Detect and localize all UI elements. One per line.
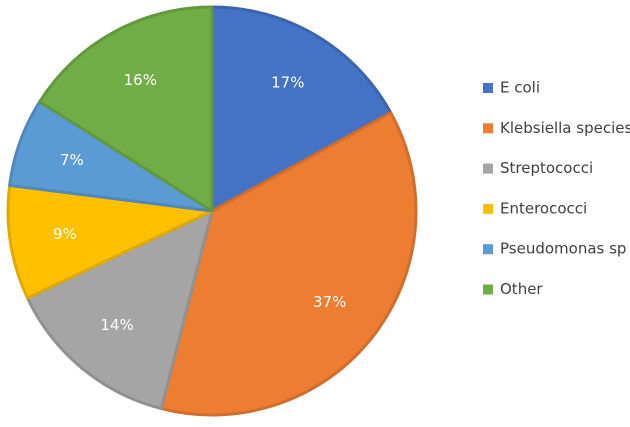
data-label-e-coli: 17% <box>271 73 304 91</box>
legend-swatch-other <box>483 284 493 295</box>
data-label-enterococci: 9% <box>53 225 77 243</box>
pie-slice-enterococci <box>6 183 214 300</box>
legend-swatch-enterococci <box>483 203 493 214</box>
legend-label-streptococci: Streptococci <box>500 159 593 177</box>
legend-swatch-streptococci <box>483 163 493 174</box>
legend: E coli Klebsiella species Streptococci Ente… <box>483 79 630 298</box>
data-label-other: 16% <box>124 71 157 89</box>
legend-label-other: Other <box>500 280 543 298</box>
pie-slice-other <box>38 5 214 213</box>
legend-label-e-coli: E coli <box>500 79 540 97</box>
pie-slice-klebsiella-species <box>159 111 418 417</box>
legend-label-klebsiella-species: Klebsiella species <box>500 119 630 137</box>
legend-swatch-pseudomonas-sp <box>483 244 493 255</box>
pie-slice-e-coli <box>210 5 393 213</box>
data-label-pseudomonas-sp: 7% <box>60 151 84 169</box>
legend-swatch-klebsiella-species <box>483 123 493 134</box>
legend-label-enterococci: Enterococci <box>500 199 587 217</box>
legend-swatch-e-coli <box>483 83 493 93</box>
pie-slices <box>6 5 418 417</box>
pie-slice-streptococci <box>25 209 214 411</box>
data-label-klebsiella-species: 37% <box>313 293 346 311</box>
legend-label-pseudomonas-sp: Pseudomonas sp <box>500 240 626 258</box>
pie-data-labels: 17% 37% 14% 9% 7% 16% <box>53 71 346 334</box>
data-label-streptococci: 14% <box>100 316 133 334</box>
